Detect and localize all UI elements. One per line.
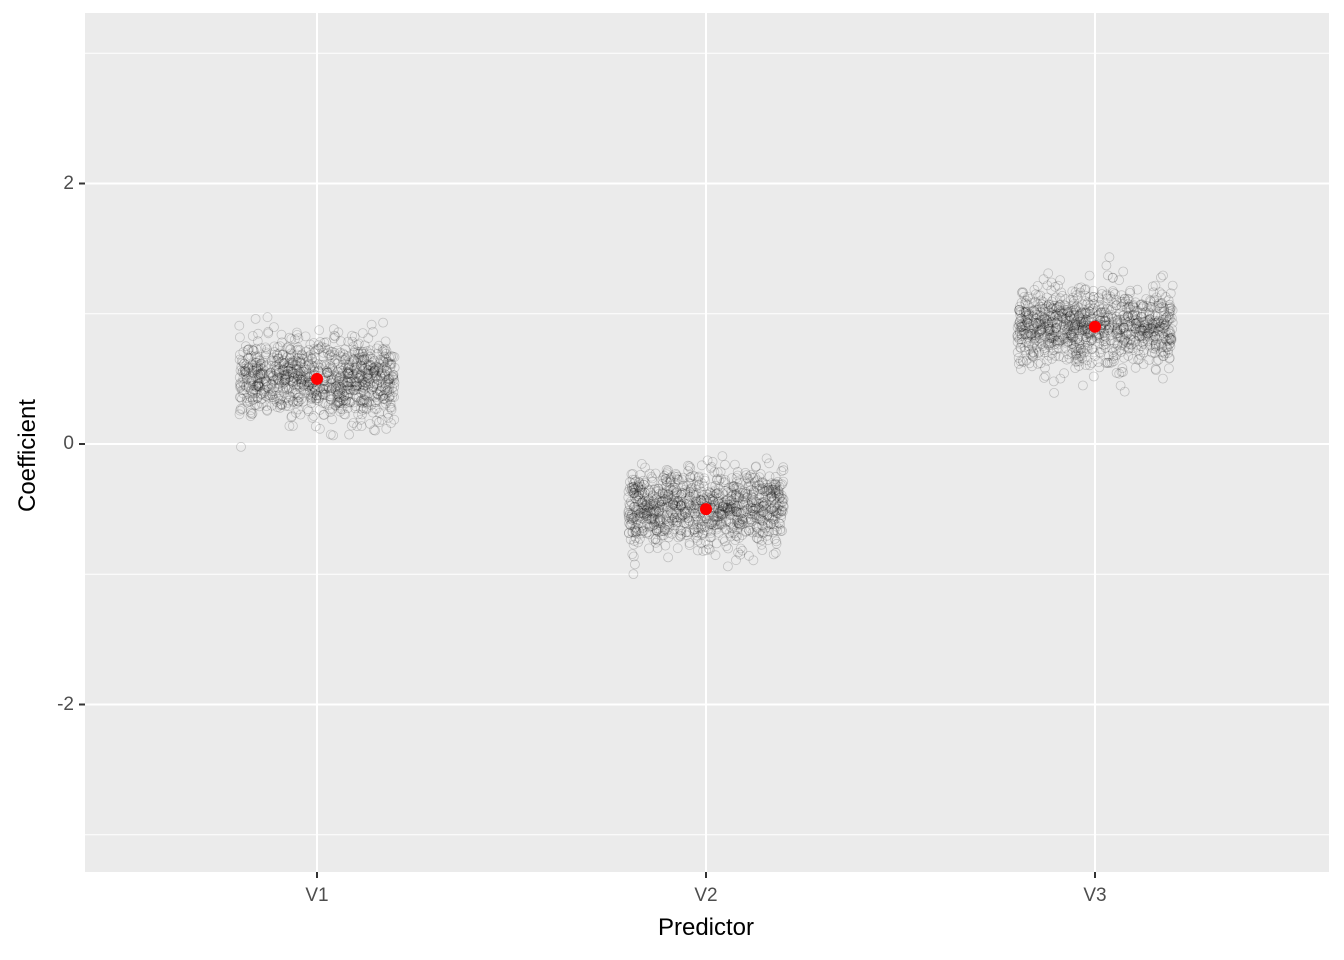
x-tick-label: V2 — [694, 885, 718, 906]
coefficient-samples — [234, 252, 1178, 579]
x-axis-title: Predictor — [657, 914, 755, 941]
x-tick-label: V3 — [1083, 885, 1107, 906]
y-tick-label: 2 — [63, 172, 74, 194]
y-axis-title: Coefficient — [14, 399, 41, 512]
true-coefficient-points — [311, 320, 1101, 516]
axis-ticks — [79, 182, 1096, 878]
y-tick-label: -2 — [57, 693, 74, 715]
major-gridlines — [85, 13, 1329, 872]
x-tick-label: V1 — [305, 885, 329, 906]
y-tick-label: 0 — [63, 433, 74, 454]
